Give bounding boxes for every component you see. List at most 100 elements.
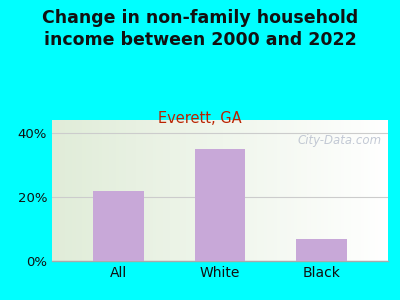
Bar bbox=[99, 120, 102, 261]
Bar bbox=[304, 120, 307, 261]
Bar bbox=[277, 120, 280, 261]
Bar bbox=[234, 120, 237, 261]
Bar bbox=[136, 120, 139, 261]
Bar bbox=[314, 120, 318, 261]
Bar bbox=[210, 120, 213, 261]
Bar bbox=[112, 120, 116, 261]
Bar bbox=[217, 120, 220, 261]
Bar bbox=[126, 120, 129, 261]
Bar bbox=[358, 120, 361, 261]
Bar bbox=[129, 120, 133, 261]
Bar bbox=[307, 120, 311, 261]
Bar bbox=[122, 120, 126, 261]
Bar bbox=[223, 120, 227, 261]
Bar bbox=[180, 120, 183, 261]
Bar bbox=[160, 120, 163, 261]
Bar bbox=[301, 120, 304, 261]
Bar bbox=[156, 120, 160, 261]
Bar bbox=[102, 120, 106, 261]
Bar bbox=[96, 120, 99, 261]
Bar bbox=[79, 120, 82, 261]
Bar bbox=[371, 120, 374, 261]
Bar bbox=[264, 120, 267, 261]
Bar bbox=[378, 120, 381, 261]
Bar bbox=[274, 120, 277, 261]
Bar bbox=[374, 120, 378, 261]
Bar bbox=[351, 120, 354, 261]
Bar bbox=[213, 120, 217, 261]
Bar bbox=[324, 120, 328, 261]
Bar bbox=[267, 120, 270, 261]
Bar bbox=[318, 120, 321, 261]
Bar bbox=[206, 120, 210, 261]
Bar bbox=[166, 120, 170, 261]
Bar bbox=[230, 120, 234, 261]
Bar bbox=[338, 120, 341, 261]
Bar bbox=[76, 120, 79, 261]
Bar bbox=[284, 120, 287, 261]
Bar bbox=[52, 120, 55, 261]
Bar bbox=[109, 120, 112, 261]
Text: City-Data.com: City-Data.com bbox=[297, 134, 381, 147]
Bar bbox=[93, 190, 144, 261]
Bar bbox=[200, 120, 203, 261]
Bar bbox=[119, 120, 122, 261]
Bar bbox=[176, 120, 180, 261]
Bar bbox=[116, 120, 119, 261]
Bar bbox=[334, 120, 338, 261]
Bar bbox=[194, 149, 246, 261]
Bar bbox=[296, 238, 347, 261]
Bar bbox=[237, 120, 240, 261]
Bar bbox=[280, 120, 284, 261]
Bar bbox=[368, 120, 371, 261]
Bar bbox=[82, 120, 86, 261]
Bar bbox=[348, 120, 351, 261]
Bar bbox=[146, 120, 150, 261]
Bar bbox=[344, 120, 348, 261]
Bar bbox=[361, 120, 364, 261]
Bar bbox=[186, 120, 190, 261]
Text: Change in non-family household
income between 2000 and 2022: Change in non-family household income be… bbox=[42, 9, 358, 49]
Bar bbox=[69, 120, 72, 261]
Bar bbox=[270, 120, 274, 261]
Bar bbox=[183, 120, 186, 261]
Bar bbox=[66, 120, 69, 261]
Bar bbox=[294, 120, 297, 261]
Bar bbox=[381, 120, 385, 261]
Bar bbox=[193, 120, 196, 261]
Bar bbox=[364, 120, 368, 261]
Bar bbox=[133, 120, 136, 261]
Bar bbox=[170, 120, 173, 261]
Bar bbox=[143, 120, 146, 261]
Bar bbox=[196, 120, 200, 261]
Bar bbox=[89, 120, 92, 261]
Bar bbox=[72, 120, 76, 261]
Bar bbox=[297, 120, 301, 261]
Bar bbox=[260, 120, 264, 261]
Bar bbox=[203, 120, 206, 261]
Bar bbox=[244, 120, 247, 261]
Bar bbox=[62, 120, 66, 261]
Bar bbox=[173, 120, 176, 261]
Bar bbox=[153, 120, 156, 261]
Bar bbox=[86, 120, 89, 261]
Bar bbox=[254, 120, 257, 261]
Bar bbox=[257, 120, 260, 261]
Bar bbox=[220, 120, 223, 261]
Bar bbox=[250, 120, 254, 261]
Bar bbox=[163, 120, 166, 261]
Bar bbox=[331, 120, 334, 261]
Bar bbox=[311, 120, 314, 261]
Text: Everett, GA: Everett, GA bbox=[158, 111, 242, 126]
Bar bbox=[150, 120, 153, 261]
Bar bbox=[247, 120, 250, 261]
Bar bbox=[227, 120, 230, 261]
Bar bbox=[240, 120, 244, 261]
Bar bbox=[385, 120, 388, 261]
Bar bbox=[290, 120, 294, 261]
Bar bbox=[55, 120, 59, 261]
Bar bbox=[328, 120, 331, 261]
Bar bbox=[354, 120, 358, 261]
Bar bbox=[190, 120, 193, 261]
Bar bbox=[139, 120, 143, 261]
